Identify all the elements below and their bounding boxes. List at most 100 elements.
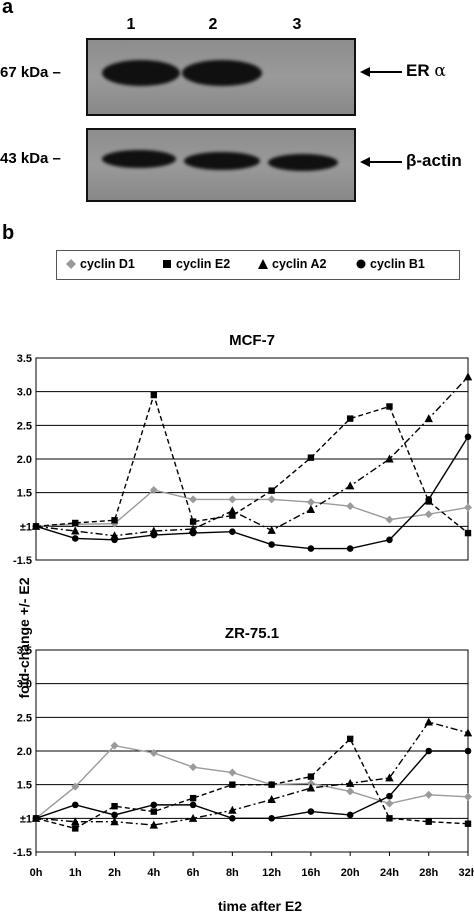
series-line <box>35 744 469 819</box>
x-tick-label: 20h <box>341 867 360 879</box>
data-point <box>228 506 237 515</box>
series-cyclin-b1 <box>32 433 472 552</box>
y-tick-label: ±1 <box>20 813 32 825</box>
data-point <box>307 454 315 461</box>
y-tick-label: 1.5 <box>17 488 32 500</box>
y-tick-label: 2.0 <box>17 746 32 758</box>
data-point <box>386 815 393 822</box>
legend-label-cyclin-b1: cyclin B1 <box>370 257 425 271</box>
data-point <box>464 433 472 441</box>
circle-marker-icon <box>356 259 366 269</box>
series-line <box>35 376 469 537</box>
data-point <box>306 498 315 507</box>
y-tick-label: 2.5 <box>17 420 32 432</box>
legend-item-cyclin-a2: cyclin A2 <box>257 257 326 271</box>
data-point <box>229 815 236 822</box>
legend-label-cyclin-d1: cyclin D1 <box>80 257 135 271</box>
data-point <box>346 545 354 552</box>
data-point <box>425 818 432 825</box>
data-point <box>189 529 197 537</box>
legend: cyclin D1 cyclin E2 cyclin A2 cyclin B1 <box>56 250 460 280</box>
legend-item-cyclin-d1: cyclin D1 <box>65 257 135 271</box>
data-point <box>189 518 197 525</box>
x-tick-label: 1h <box>69 867 82 879</box>
x-axis-label: time after E2 <box>217 898 303 914</box>
beta-actin-label: β-actin <box>406 151 462 170</box>
data-point <box>268 815 275 822</box>
y-tick-label: 2.0 <box>17 454 32 466</box>
era-band-lane-1 <box>102 60 180 86</box>
data-point <box>228 495 237 504</box>
data-point <box>32 523 40 530</box>
data-point <box>111 811 118 819</box>
data-point <box>150 531 158 539</box>
series-line <box>35 750 468 820</box>
data-point <box>189 801 197 809</box>
data-point <box>386 403 393 410</box>
actin-band-lane-3 <box>268 154 338 171</box>
data-point <box>228 805 237 814</box>
y-tick-label: -1.5 <box>13 847 32 859</box>
diamond-marker-icon <box>66 259 76 269</box>
y-tick-label: 3.0 <box>17 679 32 691</box>
data-point <box>385 454 394 463</box>
data-point <box>386 536 393 544</box>
y-tick-label: 1.5 <box>17 780 32 792</box>
square-marker-icon <box>163 260 171 268</box>
data-point <box>345 778 355 787</box>
data-point <box>150 801 158 809</box>
era-band-lane-2 <box>182 60 262 86</box>
data-point <box>346 811 354 819</box>
data-point <box>306 779 315 788</box>
data-point <box>424 717 433 726</box>
data-point <box>32 815 40 822</box>
data-point <box>463 372 473 381</box>
kda-label-43: 43 kDa – <box>0 150 61 167</box>
actin-band-lane-2 <box>184 152 260 170</box>
data-point <box>424 790 433 799</box>
data-point <box>385 773 394 782</box>
data-point <box>424 414 433 423</box>
series-line <box>35 737 469 830</box>
x-tick-label: 32h <box>459 867 474 879</box>
data-point <box>149 749 158 758</box>
data-point <box>307 808 315 815</box>
data-point <box>464 503 472 512</box>
x-tick-label: 8h <box>226 867 239 879</box>
series-cyclin-e2 <box>32 391 472 537</box>
era-label: ER α <box>406 61 446 81</box>
x-tick-label: 12h <box>262 867 281 879</box>
legend-item-cyclin-b1: cyclin B1 <box>355 257 425 271</box>
triangle-marker-icon <box>258 259 268 269</box>
data-point <box>149 485 158 494</box>
chart-zr-75-1: ZR-75.1 -1.5 ±1 1.5 2.0 2.5 3.0 3.5 0h 1h 2h 4h 6h 8h… <box>13 625 474 879</box>
arrow-left-icon <box>360 67 402 77</box>
data-point <box>425 496 433 503</box>
data-point <box>110 817 119 826</box>
series-line <box>35 436 469 550</box>
data-point <box>229 512 236 519</box>
data-point <box>346 502 355 511</box>
data-point <box>268 541 275 548</box>
y-tick-label: 3.0 <box>17 387 32 399</box>
western-blot-era <box>86 38 356 116</box>
data-point <box>267 495 276 504</box>
data-point <box>149 820 159 829</box>
series-cyclin-b1 <box>32 747 472 822</box>
data-point <box>150 391 158 399</box>
y-tick-label: -1.5 <box>13 555 32 567</box>
data-point <box>71 526 80 535</box>
panel-a-letter: a <box>2 0 14 18</box>
x-tick-label: 24h <box>380 867 399 879</box>
chart-title: MCF-7 <box>229 332 275 349</box>
data-point <box>425 747 433 755</box>
data-point <box>345 481 355 490</box>
data-point <box>150 808 158 815</box>
x-tick-label: 2h <box>108 867 121 879</box>
data-point <box>346 415 354 422</box>
legend-label-cyclin-a2: cyclin A2 <box>272 257 327 271</box>
legend-label-cyclin-e2: cyclin E2 <box>176 257 231 271</box>
data-point <box>188 813 198 822</box>
series-line <box>35 392 469 534</box>
data-point <box>464 792 472 801</box>
